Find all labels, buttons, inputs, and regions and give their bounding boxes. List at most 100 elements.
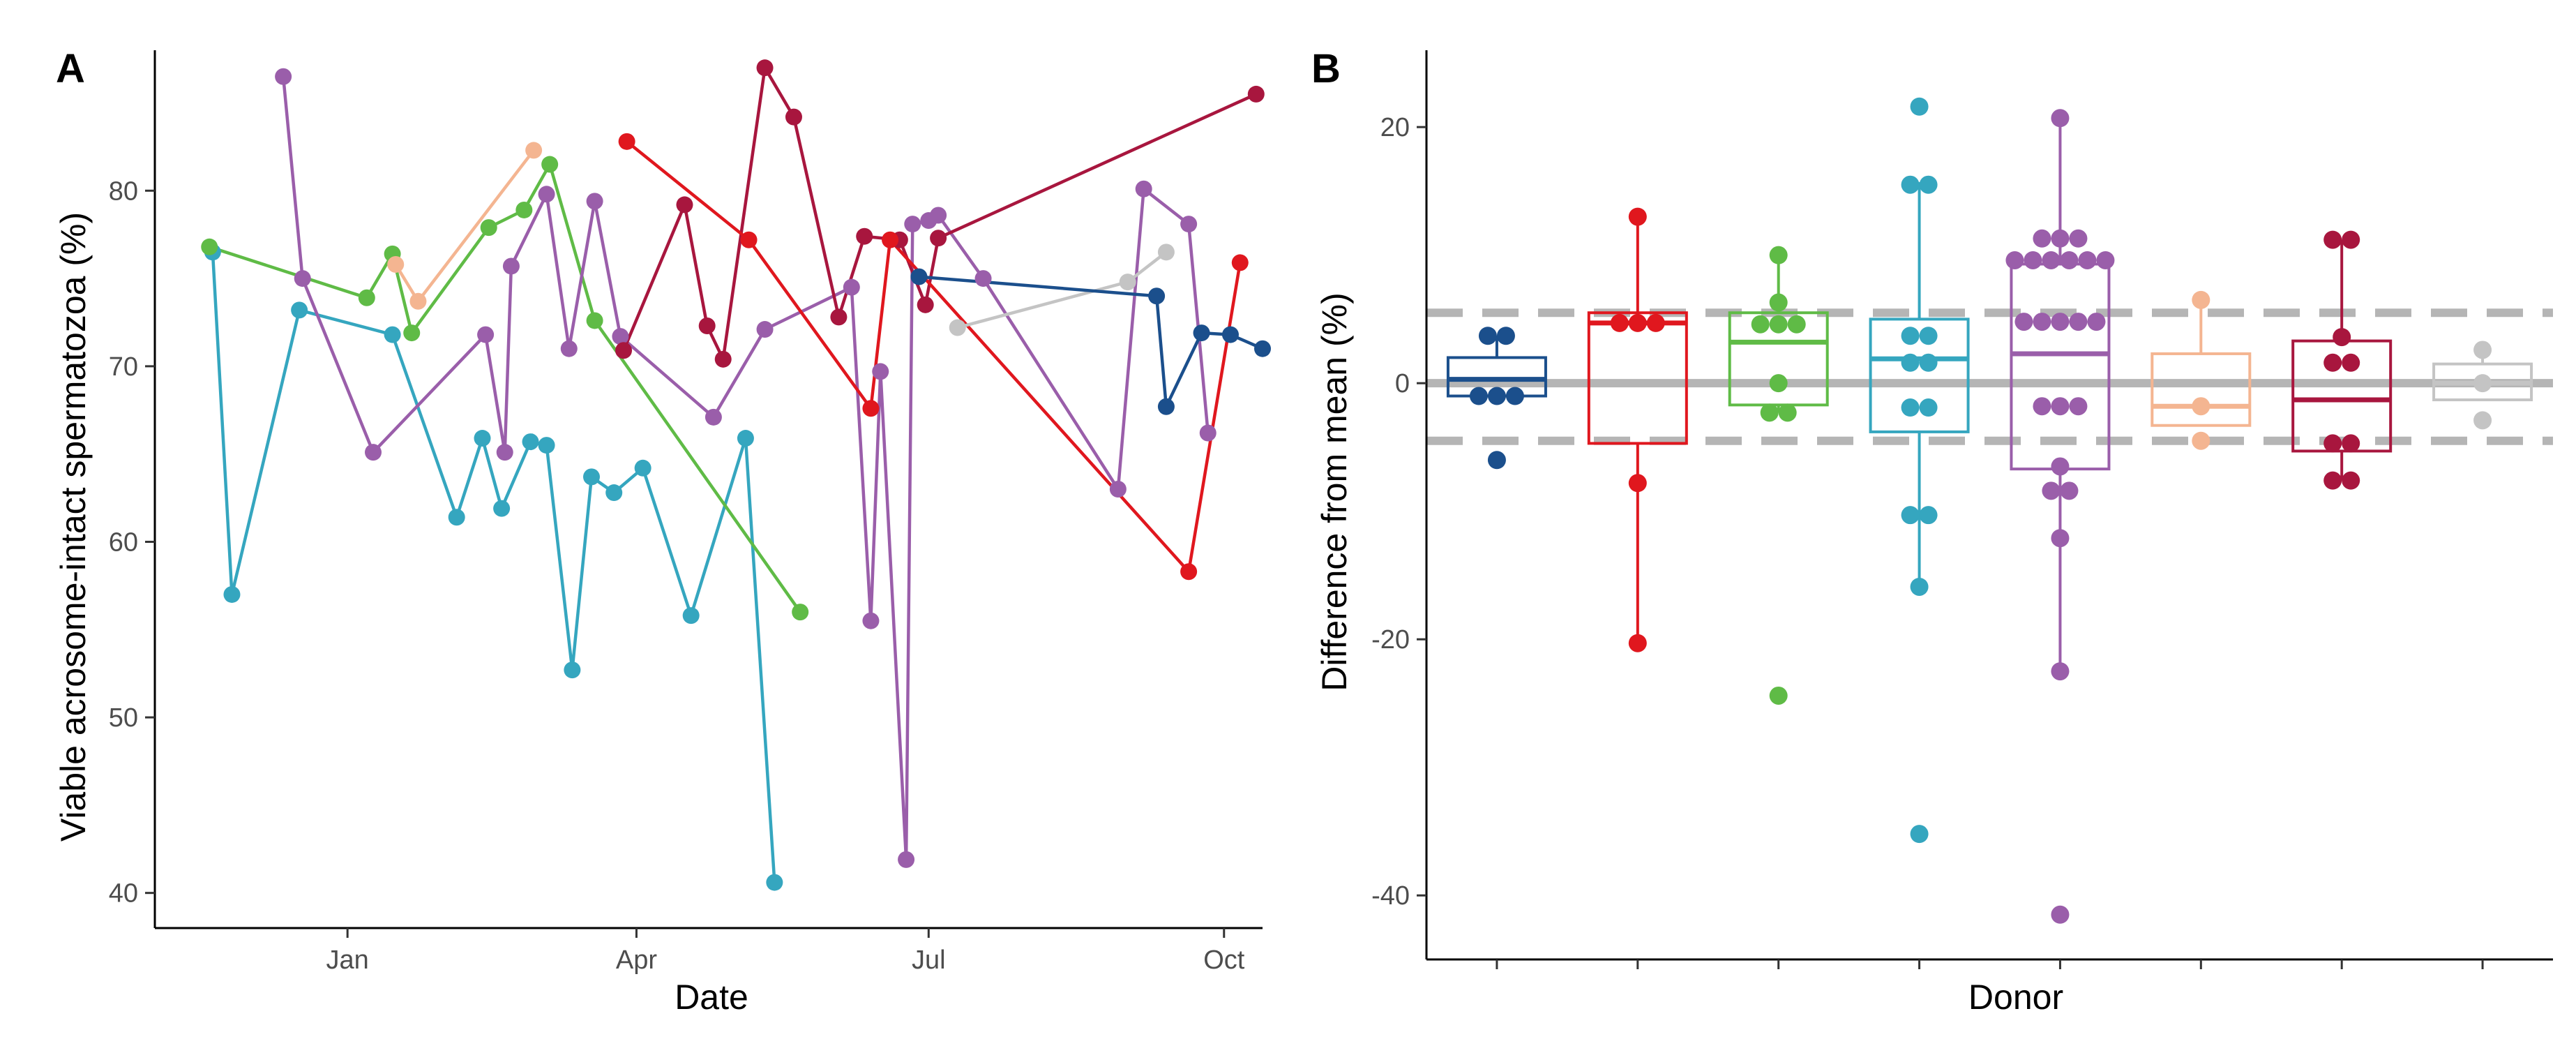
series-line-donor-darkred [622,66,1257,361]
data-point-donor-darkred [714,350,732,368]
box-point-donor-purple [2051,109,2070,128]
box-point-donor-red [1628,207,1647,226]
data-point-donor-navy [1148,287,1166,305]
data-point-donor-green [541,156,559,173]
box-point-donor-purple [2051,662,2070,681]
box-point-donor-teal [1901,327,1920,345]
data-point-donor-teal [564,661,581,679]
series-line-donor-teal [211,252,776,883]
series-line-donor-navy [919,275,1263,408]
data-point-donor-navy [1157,398,1175,415]
box-point-donor-purple [2014,313,2033,331]
data-point-donor-red [882,231,899,248]
panel-b-x-ticks [1496,959,2484,969]
boxplot-donor-red [1587,216,1688,643]
data-point-donor-purple [538,186,555,203]
data-point-donor-purple [496,444,513,461]
box-point-donor-red [1646,313,1665,332]
box-iqr [1869,317,1970,433]
data-point-donor-purple [560,340,578,357]
data-point-donor-purple [756,321,774,338]
data-point-donor-purple [477,326,495,343]
box-point-donor-grey [2473,411,2492,430]
box-point-donor-green [1787,315,1806,334]
panel-a-series-lines [209,66,1263,883]
data-point-donor-purple [898,851,915,868]
box-point-donor-purple [2087,313,2106,331]
box-point-donor-teal [1919,506,1938,525]
box-point-donor-grey [2473,341,2492,359]
data-point-donor-peach [525,142,543,159]
box-point-donor-navy [1487,451,1506,470]
data-point-donor-purple [612,328,629,345]
data-point-donor-teal [766,874,783,891]
box-point-donor-purple [2042,481,2061,500]
panel-a-x-tick-label: Oct [1203,945,1245,975]
box-point-donor-green [1769,686,1788,705]
data-point-donor-green [403,324,421,342]
panel-a-x-ticks: Jan Apr Jul Oct [326,928,1245,975]
box-point-donor-red [1628,313,1647,332]
panel-a-series-points [201,59,1271,891]
box-point-donor-purple [2060,481,2079,500]
box-point-donor-purple [2033,313,2051,331]
data-point-donor-navy [1193,324,1210,342]
panel-b-y-ticks: 20 0 -20 -40 [1371,113,1426,911]
box-point-donor-teal [1901,506,1920,525]
boxplot-donor-teal [1869,182,1970,588]
panel-a-y-tick-label: 40 [109,879,138,909]
box-point-donor-darkred [2342,434,2360,453]
data-point-donor-darkred [917,296,934,313]
panel-a-y-tick-label: 80 [109,177,138,206]
data-point-donor-navy [1221,326,1239,343]
data-point-donor-purple [1135,180,1152,197]
box-iqr [2291,339,2393,453]
box-point-donor-teal [1919,353,1938,372]
panel-a-y-ticks: 40 50 60 70 80 [109,177,155,909]
panel-b-x-axis-title: Donor [1968,978,2063,1017]
box-point-donor-navy [1487,387,1506,405]
box-point-donor-green [1769,293,1788,312]
panel-b-boxplots [1446,118,2533,672]
data-point-donor-purple [364,444,382,461]
box-point-donor-teal [1919,175,1938,194]
box-iqr [1587,311,1688,445]
box-point-donor-darkred [2333,328,2351,347]
box-point-donor-darkred [2323,434,2342,453]
data-point-donor-darkred [1247,85,1265,103]
box-point-donor-navy [1505,387,1524,405]
panel-a-x-tick-label: Jul [912,945,946,975]
data-point-donor-teal [538,437,555,454]
panel-b-y-axis-title: Difference from mean (%) [1315,292,1354,691]
box-point-donor-purple [2078,251,2097,269]
data-point-donor-teal [682,607,700,625]
data-point-donor-teal [474,430,491,447]
box-point-donor-teal [1910,825,1929,844]
box-point-donor-purple [2096,251,2115,269]
box-point-donor-purple [2069,229,2088,248]
data-point-donor-teal [522,433,539,451]
panel-b-letter: B [1311,46,1341,91]
data-point-donor-purple [294,270,311,287]
data-point-donor-peach [387,255,405,273]
data-point-donor-teal [384,326,401,343]
box-point-donor-darkred [2323,471,2342,490]
panel-b-points [1469,97,2492,924]
panel-a-chart: A Viable acrosome-intact spermatozoa (%)… [54,46,1271,1017]
box-point-donor-purple [2051,529,2070,548]
box-point-donor-darkred [2323,353,2342,372]
data-point-donor-navy [1254,340,1271,357]
data-point-donor-purple [705,408,722,426]
data-point-donor-purple [1199,424,1217,442]
boxplot-donor-green [1728,255,1829,413]
data-point-donor-grey [1157,244,1175,261]
data-point-donor-purple [862,612,880,629]
data-point-donor-red [740,231,758,248]
data-point-donor-teal [605,484,623,502]
data-point-donor-teal [223,585,241,603]
box-point-donor-navy [1478,327,1497,345]
box-point-donor-red [1610,313,1629,332]
data-point-donor-green [480,219,497,237]
box-point-donor-purple [2051,457,2070,476]
